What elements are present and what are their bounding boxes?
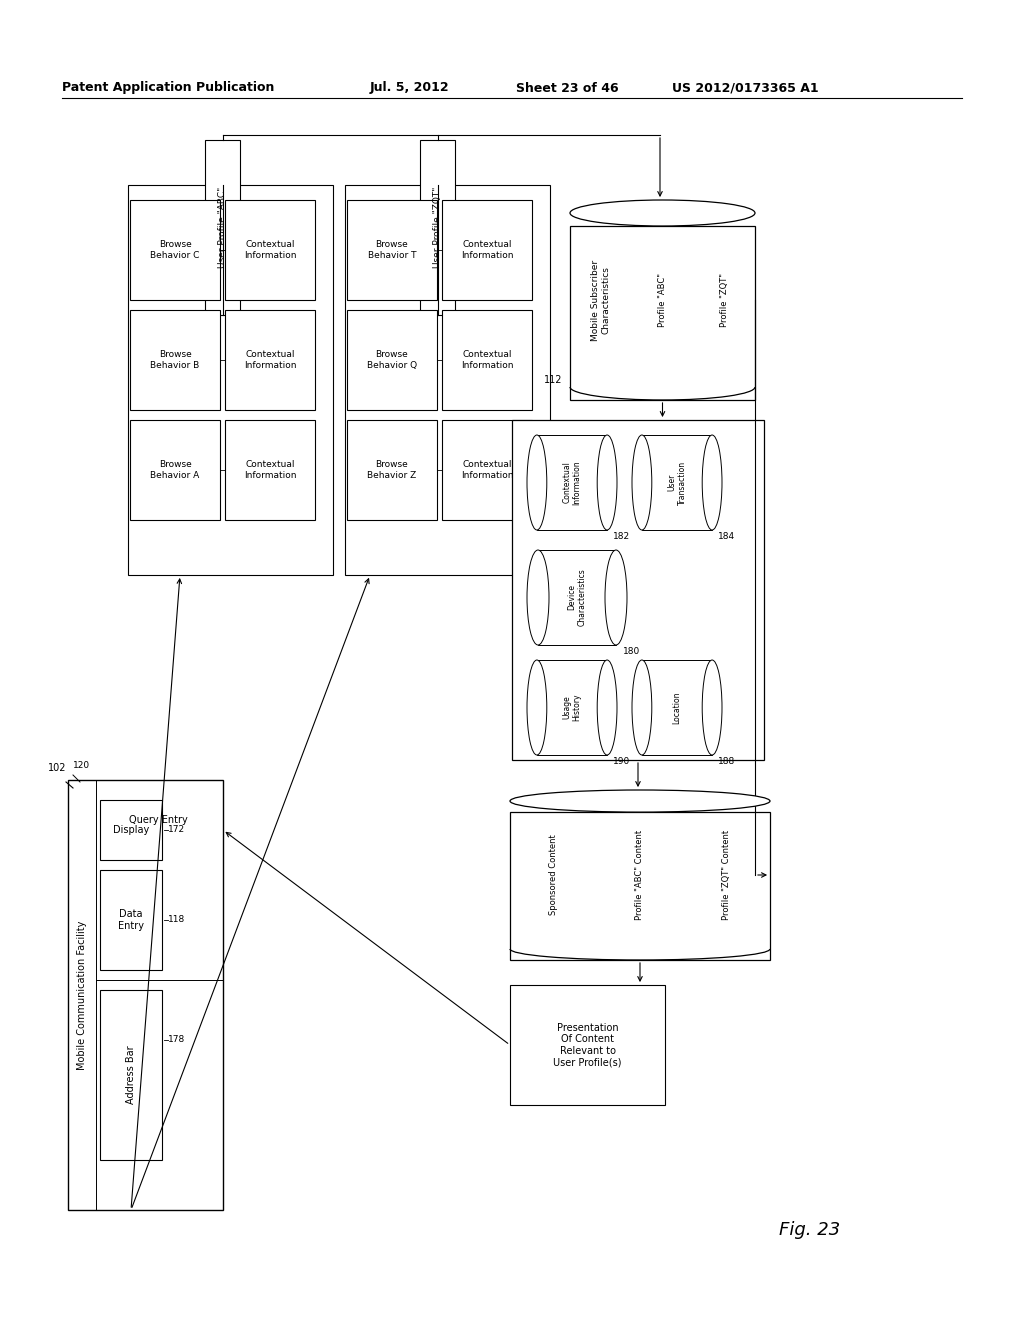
Text: Patent Application Publication: Patent Application Publication <box>62 82 274 95</box>
Bar <box>100 870 162 970</box>
Text: Address Bar: Address Bar <box>126 1045 136 1105</box>
Bar <box>442 310 532 411</box>
Text: Display: Display <box>113 825 150 836</box>
Bar <box>205 140 240 315</box>
Bar <box>347 310 437 411</box>
Text: 102: 102 <box>47 763 66 774</box>
Bar <box>130 420 220 520</box>
Text: Usage
History: Usage History <box>562 694 582 721</box>
Text: Browse
Behavior Q: Browse Behavior Q <box>367 350 417 370</box>
Bar <box>510 985 665 1105</box>
Text: Browse
Behavior T: Browse Behavior T <box>368 240 416 260</box>
Text: Browse
Behavior B: Browse Behavior B <box>151 350 200 370</box>
Bar <box>225 420 315 520</box>
Bar <box>512 420 764 760</box>
Ellipse shape <box>597 436 617 531</box>
Text: Contextual
Information: Contextual Information <box>461 350 513 370</box>
Text: Browse
Behavior C: Browse Behavior C <box>151 240 200 260</box>
Text: 190: 190 <box>613 756 631 766</box>
Text: Fig. 23: Fig. 23 <box>779 1221 841 1239</box>
Text: User
Transaction: User Transaction <box>668 461 687 504</box>
Bar <box>537 660 607 755</box>
Ellipse shape <box>632 436 652 531</box>
Bar <box>570 226 755 400</box>
Text: 182: 182 <box>613 532 630 541</box>
Bar <box>130 201 220 300</box>
Bar <box>347 201 437 300</box>
Bar <box>100 990 162 1160</box>
Ellipse shape <box>702 660 722 755</box>
Text: Browse
Behavior A: Browse Behavior A <box>151 461 200 479</box>
Text: Sponsored Content: Sponsored Content <box>549 834 558 915</box>
Text: Contextual
Information: Contextual Information <box>244 240 296 260</box>
Text: Contextual
Information: Contextual Information <box>461 240 513 260</box>
Bar <box>442 201 532 300</box>
Ellipse shape <box>527 660 547 755</box>
Bar <box>420 140 455 315</box>
Text: Query Entry: Query Entry <box>129 814 187 825</box>
Ellipse shape <box>527 550 549 645</box>
Ellipse shape <box>510 789 770 812</box>
Bar <box>510 812 770 960</box>
Ellipse shape <box>597 660 617 755</box>
Bar <box>347 420 437 520</box>
Text: 184: 184 <box>718 532 735 541</box>
Bar <box>642 660 712 755</box>
Ellipse shape <box>570 201 755 226</box>
Bar <box>538 550 616 645</box>
Text: Location: Location <box>673 692 682 723</box>
Bar <box>128 185 333 576</box>
Text: Profile "ABC": Profile "ABC" <box>658 273 667 327</box>
Bar <box>537 436 607 531</box>
Text: 188: 188 <box>718 756 735 766</box>
Text: 172: 172 <box>168 825 185 834</box>
Text: Profile "ZQT" Content: Profile "ZQT" Content <box>722 830 731 920</box>
Text: Presentation
Of Content
Relevant to
User Profile(s): Presentation Of Content Relevant to User… <box>553 1023 622 1068</box>
Bar <box>642 436 712 531</box>
Text: 112: 112 <box>544 375 562 385</box>
Text: 118: 118 <box>168 916 185 924</box>
Bar <box>130 310 220 411</box>
Bar <box>225 310 315 411</box>
Ellipse shape <box>702 436 722 531</box>
Bar <box>225 201 315 300</box>
Bar <box>345 185 550 576</box>
Text: Data
Entry: Data Entry <box>118 909 144 931</box>
Text: Contextual
Information: Contextual Information <box>244 350 296 370</box>
Text: Browse
Behavior Z: Browse Behavior Z <box>368 461 417 479</box>
Text: US 2012/0173365 A1: US 2012/0173365 A1 <box>672 82 818 95</box>
Text: 120: 120 <box>73 760 90 770</box>
Text: Profile "ABC" Content: Profile "ABC" Content <box>636 830 644 920</box>
Bar <box>100 800 162 861</box>
Text: Contextual
Information: Contextual Information <box>461 461 513 479</box>
Text: Mobile Communication Facility: Mobile Communication Facility <box>77 920 87 1069</box>
Bar <box>442 420 532 520</box>
Text: Contextual
Information: Contextual Information <box>244 461 296 479</box>
Text: User Profile "ABC": User Profile "ABC" <box>218 187 227 268</box>
Text: Profile "ZQT": Profile "ZQT" <box>720 273 729 327</box>
Text: Jul. 5, 2012: Jul. 5, 2012 <box>370 82 450 95</box>
Bar <box>68 780 223 1210</box>
Text: Device
Characteristics: Device Characteristics <box>567 569 587 627</box>
Text: Mobile Subscriber
Characteristics: Mobile Subscriber Characteristics <box>591 260 610 341</box>
Text: 178: 178 <box>168 1035 185 1044</box>
Ellipse shape <box>527 436 547 531</box>
Text: 180: 180 <box>623 647 640 656</box>
Text: Contextual
Information: Contextual Information <box>562 461 582 504</box>
Text: Sheet 23 of 46: Sheet 23 of 46 <box>516 82 618 95</box>
Ellipse shape <box>605 550 627 645</box>
Text: User Profile "ZQT": User Profile "ZQT" <box>433 187 442 268</box>
Ellipse shape <box>632 660 652 755</box>
